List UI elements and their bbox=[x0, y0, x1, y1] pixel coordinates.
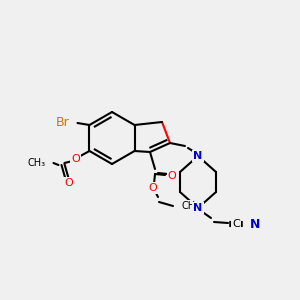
Text: C: C bbox=[232, 219, 240, 229]
Text: O: O bbox=[168, 171, 176, 181]
Text: N: N bbox=[250, 218, 260, 230]
Text: N: N bbox=[194, 151, 202, 161]
Text: CH₃: CH₃ bbox=[27, 158, 46, 168]
Text: Br: Br bbox=[56, 116, 70, 130]
Text: N: N bbox=[194, 203, 202, 213]
Text: O: O bbox=[64, 178, 73, 188]
Text: CH₃: CH₃ bbox=[181, 201, 199, 211]
Text: O: O bbox=[148, 183, 158, 193]
Text: O: O bbox=[71, 154, 80, 164]
